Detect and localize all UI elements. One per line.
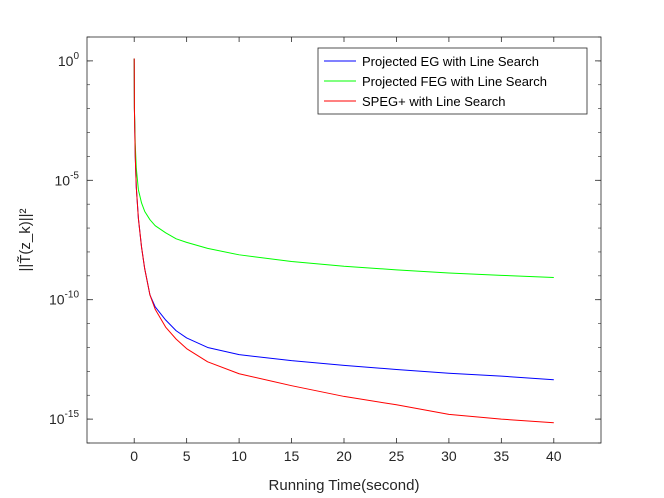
x-tick-label: 0 bbox=[130, 448, 138, 464]
legend-box bbox=[317, 47, 588, 115]
series-line-3 bbox=[133, 58, 554, 424]
legend-label: Projected EG with Line Search bbox=[362, 54, 539, 69]
x-axis-label: Running Time(second) bbox=[269, 477, 420, 494]
x-tick-label: 15 bbox=[284, 448, 300, 464]
x-tick-label: 10 bbox=[231, 448, 247, 464]
y-tick-exponent: -10 bbox=[65, 290, 80, 301]
legend-label: SPEG+ with Line Search bbox=[362, 94, 505, 109]
legend-label: Projected FEG with Line Search bbox=[362, 74, 547, 89]
y-tick-label: 10-15 bbox=[49, 409, 79, 427]
series-lines bbox=[133, 58, 554, 424]
y-tick-exponent: 0 bbox=[73, 51, 79, 62]
y-tick-exponent: -15 bbox=[65, 409, 80, 420]
y-tick-label: 10-10 bbox=[49, 290, 79, 308]
y-tick-base: 10 bbox=[49, 411, 65, 427]
y-tick-exponent: -5 bbox=[70, 170, 79, 181]
x-tick-label: 20 bbox=[336, 448, 352, 464]
x-tick-label: 35 bbox=[494, 448, 510, 464]
y-tick-label: 100 bbox=[58, 51, 80, 69]
y-tick-label: 10-5 bbox=[55, 170, 80, 188]
y-tick-base: 10 bbox=[58, 53, 74, 69]
x-tick-label: 5 bbox=[183, 448, 191, 464]
plot-frame bbox=[86, 36, 602, 444]
legend: Projected EG with Line Search Projected F… bbox=[317, 47, 588, 115]
y-tick-base: 10 bbox=[49, 292, 65, 308]
x-tick-label: 25 bbox=[389, 448, 405, 464]
x-tick-label: 30 bbox=[441, 448, 457, 464]
y-axis-label-group: ||T̃(z_k)||² bbox=[17, 208, 34, 271]
x-tick-label: 40 bbox=[546, 448, 562, 464]
series-line-2 bbox=[133, 58, 554, 278]
y-tick-base: 10 bbox=[55, 172, 71, 188]
y-axis-label: ||T̃(z_k)||² bbox=[17, 208, 34, 271]
